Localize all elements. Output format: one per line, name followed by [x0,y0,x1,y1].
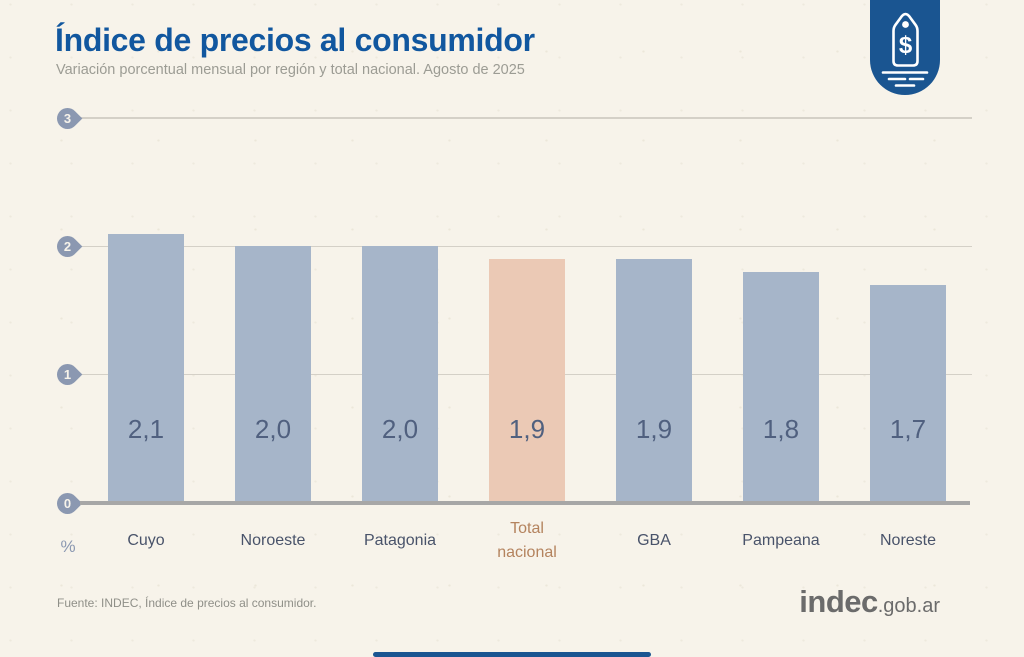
indec-logo-suffix: .gob.ar [877,595,940,617]
x-axis-label-noroeste: Noroeste [240,532,306,549]
x-axis-label-cuyo: Cuyo [127,532,165,549]
bar-value-label: 2,0 [254,413,292,444]
indec-logo-text: indec [799,584,878,619]
bar-total-nacional: 1,9 [489,259,565,503]
badge-currency-symbol: $ [899,32,913,59]
bar-value-label: 2,1 [127,413,165,444]
bar-value-label: 2,0 [381,413,419,444]
indec-logo: indec .gob.ar [799,584,940,620]
bar-noreste: 1,7 [870,284,946,503]
page-title: Índice de precios al consumidor [55,22,535,58]
y-tick-0: 0 [52,488,83,518]
bar-patagonia: 2,0 [362,246,438,503]
x-axis-label-gba: GBA [637,532,671,549]
badge-ground-lines [881,71,929,87]
y-tick-label: 3 [63,110,72,126]
home-indicator [373,652,651,657]
y-tick-3: 3 [52,103,83,133]
x-axis-label-patagonia: Patagonia [363,532,437,549]
y-tick-2: 2 [52,231,83,262]
bar-cuyo: 2,1 [108,233,184,503]
gridline-2 [80,245,972,248]
bar-value-label: 1,9 [508,413,546,444]
x-axis-label-noreste: Noreste [879,532,937,549]
x-axis-label-total-nacional: Total nacional [497,520,557,561]
y-axis-unit-label: % [60,537,76,556]
bar-value-label: 1,7 [889,413,927,444]
bar-pampeana: 1,8 [743,272,819,503]
y-tick-label: 0 [63,495,72,511]
bar-gba: 1,9 [616,259,692,503]
x-axis-label-pampeana: Pampeana [742,532,820,549]
x-axis-line [80,501,970,505]
y-tick-label: 1 [63,367,72,383]
y-tick-1: 1 [52,359,83,390]
page-subtitle: Variación porcentual mensual por región … [56,62,525,78]
gridline-3 [80,117,972,119]
price-tag-badge: $ [870,0,940,95]
source-note: Fuente: INDEC, Índice de precios al cons… [57,596,317,610]
bar-value-label: 1,9 [635,413,673,444]
bar-noroeste: 2,0 [235,246,311,503]
price-tag-icon: $ [881,12,929,87]
bar-value-label: 1,8 [762,413,800,444]
y-tick-label: 2 [63,238,72,254]
